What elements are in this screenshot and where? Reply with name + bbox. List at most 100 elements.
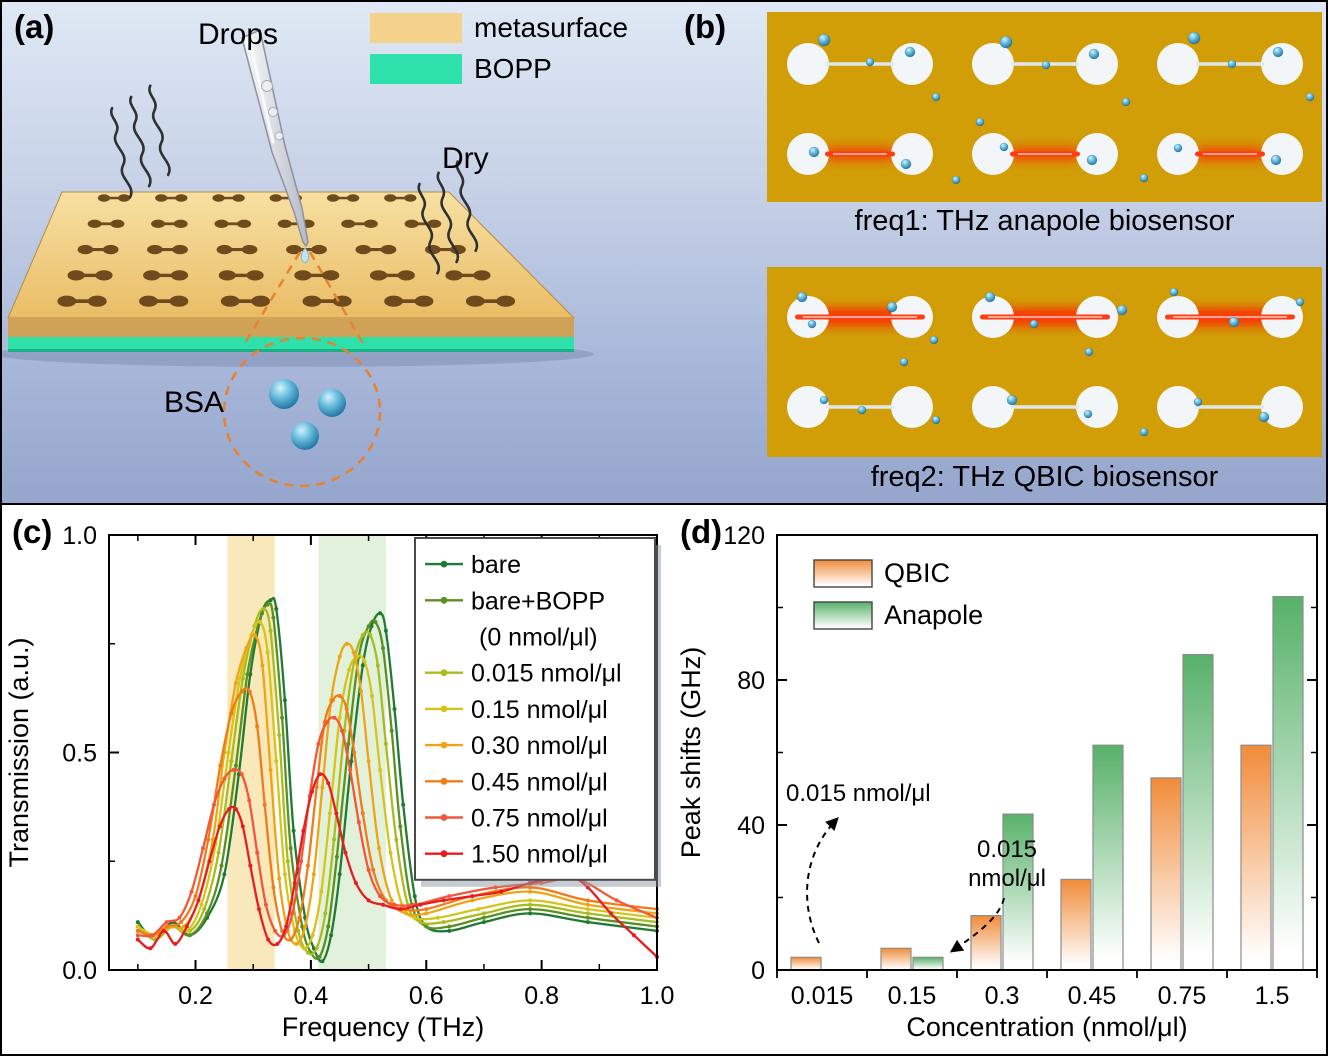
x-tick-label: 0.4 [294,982,329,1010]
bopp-layer [8,337,574,349]
droplet [300,247,310,264]
bsa-molecule [269,379,299,409]
x-tick-label: 0.2 [178,982,213,1010]
bsa-molecule-dot [931,415,941,425]
legend-entry: bare+BOPP [471,587,605,615]
anapole-caption: freq1: THz anapole biosensor [854,205,1235,237]
dry-label: Dry [442,142,489,175]
panel-b-label: (b) [684,8,727,45]
bopp-edge [8,349,574,352]
bsa-molecule-dot [807,319,817,329]
bar-anapole-0.75 [1182,654,1214,971]
x-tick-label: 0.3 [985,982,1020,1010]
y-tick-label: 1.0 [62,522,97,550]
axis-labels: 0.2 0.4 0.6 0.8 1.0 0.0 0.5 1.0 Frequency (THz) T… [4,522,674,1042]
bsa-molecule-dot [1272,46,1284,58]
bsa-molecule-dot [929,335,939,345]
bsa-molecule-dot [931,92,941,102]
bopp-label: BOPP [474,53,552,84]
y-tick-label: 80 [737,667,765,695]
bar-qbic-0.015 [790,956,822,971]
panel-a-label: (a) [14,8,55,45]
legend-label-qbic: QBIC [884,558,950,588]
panel-b-graphic [767,12,1322,457]
annotation-2-line2: nmol/μl [968,865,1046,892]
annotation-2-arrow [949,897,1005,953]
anapole-metasurface-panel [767,12,1322,202]
cell-hole [787,386,829,428]
annotation-2-line1: 0.015 [977,836,1037,863]
pipette-icon [241,29,310,264]
cell-hole [1157,386,1199,428]
x-tick-label: 0.75 [1158,982,1207,1010]
bsa-molecule-dot [865,57,875,67]
legend-entry-cont: (0 nmol/μl) [479,624,598,652]
bars [790,595,1304,971]
bsa-molecule-dot [1121,97,1131,107]
cell-hole [1157,43,1199,85]
legend-label-anapole: Anapole [884,600,983,630]
cell-hole [1076,386,1118,428]
bsa-molecule-dot [1029,319,1039,329]
legend-entry: bare [471,551,521,579]
cell-hole [972,133,1014,175]
x-tick-label: 0.6 [409,982,444,1010]
bsa-molecule-dot [1173,143,1183,153]
bar-anapole-1.5 [1272,595,1304,971]
bsa-molecule-dot [1270,154,1282,166]
cell-hole [972,43,1014,85]
cone-line-left [240,251,302,349]
x-tick-label: 0.45 [1068,982,1117,1010]
bsa-molecule-dot [819,395,829,405]
bsa-molecule-dot [984,291,996,303]
axis-ticks [776,534,1318,978]
vapor-lines-left [109,84,171,199]
bsa-molecule-dot [1116,304,1128,316]
bsa-molecules [269,379,346,450]
bsa-molecule-dot [1084,347,1094,357]
bsa-molecule-dot [1187,31,1201,45]
panel-a-graphic [2,29,594,488]
legend-entry: 1.50 nmol/μl [471,841,608,869]
x-tick-label: 0.8 [524,982,559,1010]
transmission-chart: 0.2 0.4 0.6 0.8 1.0 0.0 0.5 1.0 Frequency (THz) T… [4,522,674,1042]
bar-qbic-1.5 [1240,744,1272,971]
chart-c-legend: bare bare+BOPP (0 nmol/μl) 0.015 nmol/μl 0.1… [414,537,661,887]
y-axis-title: Transmission (a.u.) [4,637,34,867]
bsa-molecule-dot [975,117,985,127]
cell-hole [1076,133,1118,175]
bsa-molecule-dot [1227,59,1237,69]
bsa-molecule-dot [999,142,1009,152]
charts-section: 0.2 0.4 0.6 0.8 1.0 0.0 0.5 1.0 Frequency (THz) T… [2,505,1326,1054]
metasurface-swatch [370,13,462,43]
y-tick-label: 120 [723,522,765,550]
cell-hole [891,386,933,428]
bar-qbic-0.75 [1150,777,1182,971]
bar-anapole-0.3 [1002,813,1034,971]
plot-frame [776,534,1318,971]
bar-qbic-0.15 [880,947,912,971]
series-curves [135,596,659,964]
series-0-15-nmol-l [135,620,659,951]
x-tick-label: 0.015 [791,982,854,1010]
cell-hole [891,133,933,175]
y-axis-title: Peak shifts (GHz) [676,647,706,859]
bsa-molecule-dot [1006,394,1018,406]
drops-label: Drops [198,18,279,51]
cell-hole [1261,386,1303,428]
qbic-metasurface-panel [767,267,1322,457]
legend-row-metasurface: metasurface [370,12,628,44]
bsa-molecule-dot [1139,173,1149,183]
y-tick-label: 0.0 [62,957,97,985]
series-0-75-nmol-l [135,715,659,938]
cell-hole [1261,133,1303,175]
schematic-section: (a) Drops Dry BSA metasurface BOPP (b) f… [2,2,1326,505]
bar-qbic-0.45 [1060,878,1092,971]
bsa-zoom-circle [222,336,382,488]
bar-anapole-0.45 [1092,744,1124,971]
vapor-lines-right [417,160,479,275]
x-tick-label: 0.15 [888,982,937,1010]
x-axis-title: Frequency (THz) [282,1012,485,1042]
bsa-molecule-dot [1169,287,1179,297]
